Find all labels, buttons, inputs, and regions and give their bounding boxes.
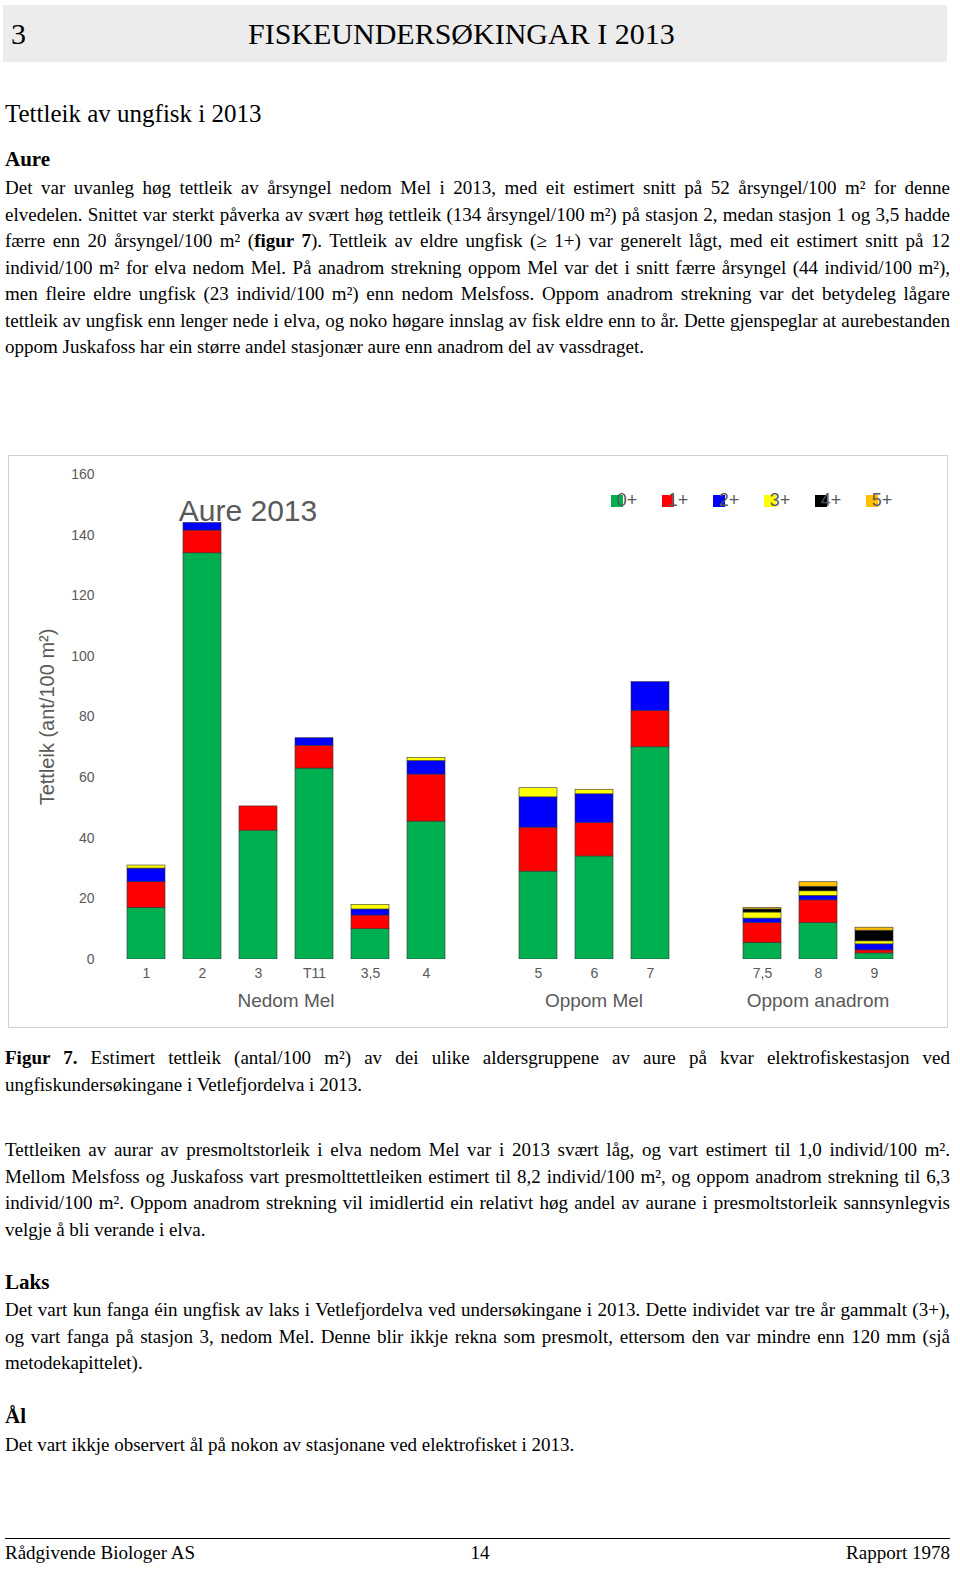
svg-text:Nedom Mel: Nedom Mel bbox=[237, 990, 334, 1011]
html-text:Det var uvanleg høg tettleik a: Det var uvanleg høg tettleik av årsyngel… bbox=[5, 177, 950, 357]
html-text:Det vart ikkje observert ål på: Det vart ikkje observert ål på nokon av … bbox=[5, 1434, 575, 1455]
html-text:Tettleik av ungfisk i 2013: Tettleik av ungfisk i 2013 bbox=[5, 100, 262, 127]
svg-text:9: 9 bbox=[871, 965, 879, 981]
svg-text:7: 7 bbox=[647, 965, 655, 981]
svg-text:6: 6 bbox=[591, 965, 599, 981]
svg-text:T11: T11 bbox=[303, 965, 326, 981]
html-text:Laks: Laks bbox=[5, 1270, 50, 1294]
html-text:Rapport 1978: Rapport 1978 bbox=[846, 1542, 950, 1563]
svg-text:4: 4 bbox=[423, 965, 431, 981]
svg-text:Tettleik (ant/100 m²): Tettleik (ant/100 m²) bbox=[36, 629, 58, 806]
svg-text:140: 140 bbox=[71, 527, 95, 543]
svg-text:5: 5 bbox=[535, 965, 543, 981]
svg-text:20: 20 bbox=[79, 890, 95, 906]
svg-text:0: 0 bbox=[87, 951, 95, 967]
svg-text:2: 2 bbox=[199, 965, 207, 981]
svg-text:0+: 0+ bbox=[617, 490, 638, 510]
svg-text:1: 1 bbox=[143, 965, 151, 981]
svg-text:2+: 2+ bbox=[719, 490, 740, 510]
html-text:FISKEUNDERSØKINGAR I 2013: FISKEUNDERSØKINGAR I 2013 bbox=[248, 17, 675, 50]
svg-text:Oppom anadrom: Oppom anadrom bbox=[747, 990, 890, 1011]
svg-text:4+: 4+ bbox=[821, 490, 842, 510]
svg-text:100: 100 bbox=[71, 648, 95, 664]
html-text:14: 14 bbox=[470, 1542, 490, 1563]
html-text:Ål: Ål bbox=[5, 1404, 26, 1428]
svg-text:40: 40 bbox=[79, 830, 95, 846]
svg-text:3,5: 3,5 bbox=[361, 965, 381, 981]
svg-text:Aure 2013: Aure 2013 bbox=[179, 494, 317, 527]
svg-text:160: 160 bbox=[71, 466, 95, 482]
html-text:Rådgivende Biologer AS: Rådgivende Biologer AS bbox=[5, 1542, 195, 1563]
html-text:3: 3 bbox=[11, 17, 26, 50]
html-text:Det vart kun fanga éin ungfisk: Det vart kun fanga éin ungfisk av laks i… bbox=[5, 1299, 950, 1373]
svg-text:5+: 5+ bbox=[872, 490, 893, 510]
html-text:Tettleiken av aurar av presmol: Tettleiken av aurar av presmoltstorleik … bbox=[5, 1139, 950, 1240]
html-text:Aure: Aure bbox=[5, 147, 51, 171]
html-text:Figur 7. Estimert tettleik (an: Figur 7. Estimert tettleik (antal/100 m²… bbox=[5, 1047, 950, 1095]
svg-text:3: 3 bbox=[255, 965, 263, 981]
svg-text:60: 60 bbox=[79, 769, 95, 785]
svg-text:1+: 1+ bbox=[668, 490, 689, 510]
svg-text:3+: 3+ bbox=[770, 490, 791, 510]
svg-text:7,5: 7,5 bbox=[753, 965, 773, 981]
svg-text:8: 8 bbox=[815, 965, 823, 981]
svg-text:80: 80 bbox=[79, 708, 95, 724]
svg-text:Oppom Mel: Oppom Mel bbox=[545, 990, 643, 1011]
svg-text:120: 120 bbox=[71, 587, 95, 603]
